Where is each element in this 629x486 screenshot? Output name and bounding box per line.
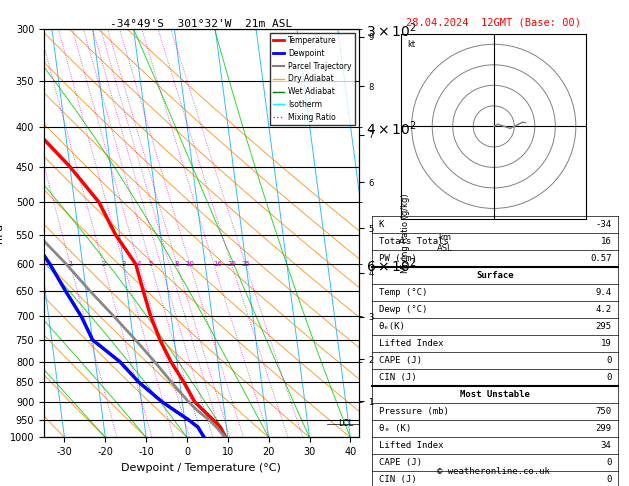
- Text: 295: 295: [595, 322, 611, 331]
- Text: 4.2: 4.2: [595, 305, 611, 314]
- Text: 9.4: 9.4: [595, 288, 611, 297]
- Text: θₑ (K): θₑ (K): [379, 424, 411, 434]
- Text: 20: 20: [227, 261, 236, 267]
- Text: Dewp (°C): Dewp (°C): [379, 305, 427, 314]
- Text: 16: 16: [213, 261, 222, 267]
- Y-axis label: hPa: hPa: [0, 223, 4, 243]
- Text: θₑ(K): θₑ(K): [379, 322, 406, 331]
- Text: 28.04.2024  12GMT (Base: 00): 28.04.2024 12GMT (Base: 00): [406, 17, 581, 27]
- Legend: Temperature, Dewpoint, Parcel Trajectory, Dry Adiabat, Wet Adiabat, Isotherm, Mi: Temperature, Dewpoint, Parcel Trajectory…: [270, 33, 355, 125]
- Text: 750: 750: [595, 407, 611, 417]
- Text: Totals Totals: Totals Totals: [379, 237, 448, 246]
- Text: Lifted Index: Lifted Index: [379, 441, 443, 451]
- Text: 34: 34: [601, 441, 611, 451]
- Text: CIN (J): CIN (J): [379, 475, 416, 485]
- Text: Most Unstable: Most Unstable: [460, 390, 530, 399]
- X-axis label: Dewpoint / Temperature (°C): Dewpoint / Temperature (°C): [121, 463, 281, 473]
- Text: 0: 0: [606, 356, 611, 365]
- Text: Lifted Index: Lifted Index: [379, 339, 443, 348]
- Text: 2: 2: [101, 261, 106, 267]
- Text: © weatheronline.co.uk: © weatheronline.co.uk: [437, 467, 550, 476]
- Text: 299: 299: [595, 424, 611, 434]
- Text: 0: 0: [606, 373, 611, 382]
- Text: CAPE (J): CAPE (J): [379, 458, 421, 468]
- Text: 0: 0: [606, 458, 611, 468]
- Text: 8: 8: [175, 261, 179, 267]
- Text: CIN (J): CIN (J): [379, 373, 416, 382]
- Text: LCL: LCL: [338, 419, 353, 428]
- Text: 4: 4: [136, 261, 141, 267]
- Text: Mixing Ratio (g/kg): Mixing Ratio (g/kg): [401, 193, 410, 273]
- Text: 0: 0: [606, 475, 611, 485]
- Text: -34: -34: [595, 220, 611, 229]
- Text: 10: 10: [186, 261, 194, 267]
- Text: Pressure (mb): Pressure (mb): [379, 407, 448, 417]
- Text: 19: 19: [601, 339, 611, 348]
- Text: 5: 5: [148, 261, 153, 267]
- Text: 16: 16: [601, 237, 611, 246]
- Text: 0.57: 0.57: [590, 254, 611, 263]
- Text: Surface: Surface: [476, 271, 514, 280]
- Text: Temp (°C): Temp (°C): [379, 288, 427, 297]
- Text: CAPE (J): CAPE (J): [379, 356, 421, 365]
- Text: PW (cm): PW (cm): [379, 254, 416, 263]
- Y-axis label: km
ASL: km ASL: [437, 233, 452, 253]
- Text: 3: 3: [121, 261, 126, 267]
- Text: 1: 1: [68, 261, 72, 267]
- Text: K: K: [379, 220, 384, 229]
- Text: kt: kt: [408, 40, 416, 49]
- Text: -34°49'S  301°32'W  21m ASL: -34°49'S 301°32'W 21m ASL: [110, 19, 292, 30]
- Text: 25: 25: [241, 261, 250, 267]
